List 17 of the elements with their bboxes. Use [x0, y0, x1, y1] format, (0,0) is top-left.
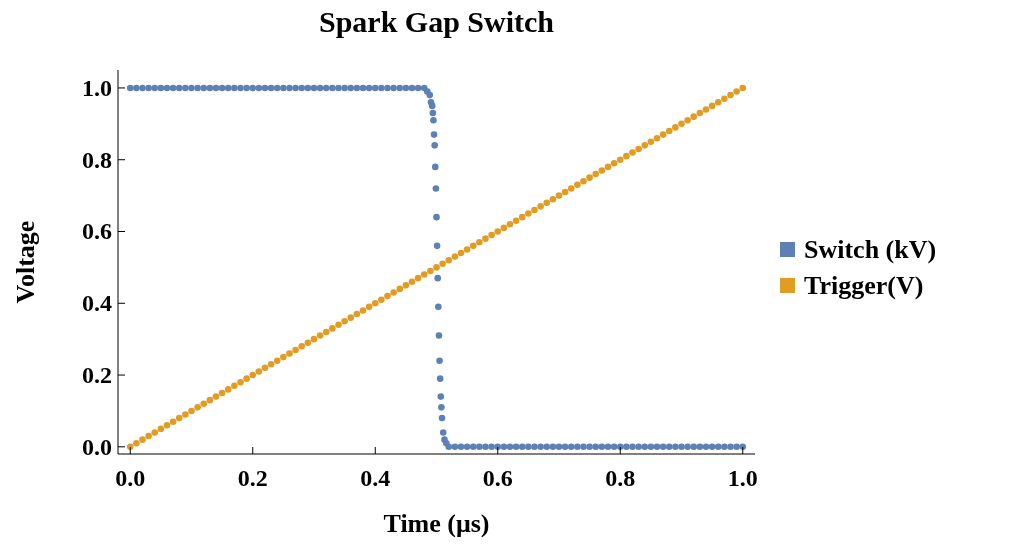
x-tick-label: 0.6: [482, 465, 513, 491]
y-tick-label: 0.4: [82, 290, 112, 317]
x-tick-label: 0.8: [605, 465, 636, 491]
legend-label: Switch (kV): [804, 235, 937, 264]
x-tick-label: 0.2: [237, 465, 268, 491]
chart-title: Spark Gap Switch: [318, 5, 555, 38]
y-tick-label: 0.0: [82, 433, 112, 460]
x-tick-label: 0.0: [115, 465, 146, 491]
y-tick-label: 0.8: [82, 146, 112, 173]
x-axis-title: Time (μs): [383, 509, 490, 538]
x-tick-label: 0.4: [360, 465, 391, 491]
legend-label: Trigger(V): [804, 271, 924, 300]
y-tick-label: 1.0: [82, 74, 112, 101]
y-tick-label: 0.6: [82, 218, 112, 245]
x-tick-label: 1.0: [727, 465, 758, 491]
y-tick-label: 0.2: [82, 362, 112, 389]
y-axis-title: Voltage: [11, 220, 40, 304]
